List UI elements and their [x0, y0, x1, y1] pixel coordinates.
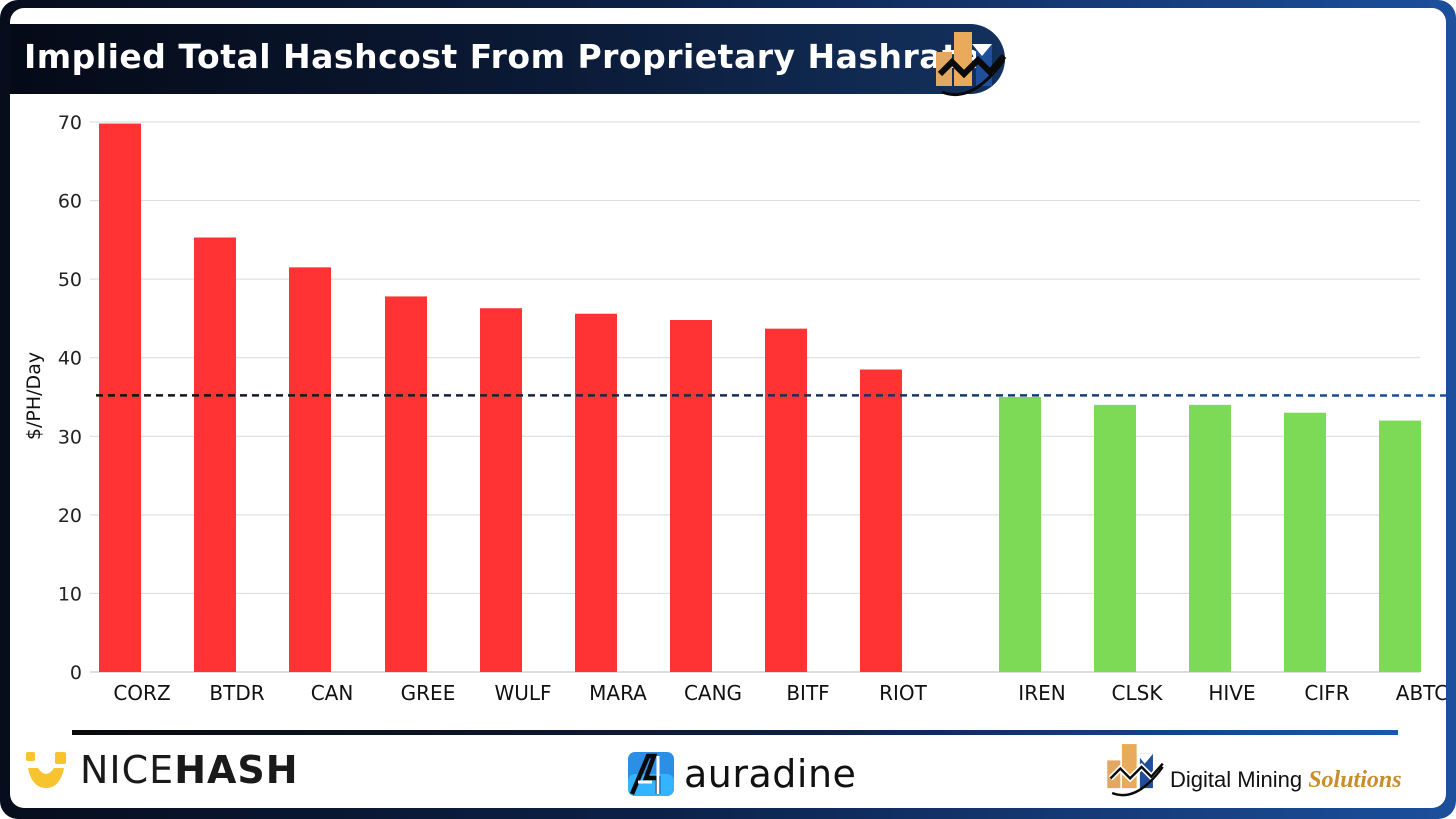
chart-title: Implied Total Hashcost From Proprietary …	[24, 37, 982, 76]
bar-bitf	[765, 328, 807, 672]
bars	[99, 123, 1421, 673]
y-tick-label: 70	[58, 112, 82, 134]
y-tick-label: 20	[58, 505, 82, 527]
dms-wordmark: Digital Mining Solutions	[1170, 766, 1402, 793]
bar-cang	[670, 320, 712, 672]
y-tick-label: 60	[58, 191, 82, 213]
y-tick-label: 0	[70, 662, 82, 684]
x-tick-label: RIOT	[879, 681, 928, 705]
x-tick-label: HIVE	[1208, 681, 1255, 705]
y-tick-label: 10	[58, 583, 82, 605]
bar-iren	[999, 397, 1041, 672]
nicehash-logo: NICEHASH	[24, 748, 299, 792]
x-tick-label: CORZ	[113, 681, 170, 705]
bar-clsk	[1094, 404, 1136, 672]
x-tick-label: BTDR	[209, 681, 264, 705]
x-tick-label: BITF	[786, 681, 829, 705]
y-axis-ticks: 0 10 20 30 40 50 60 70	[58, 112, 82, 684]
x-axis-ticks: CORZ BTDR CAN GREE WULF MARA CANG BITF RIOT IREN C…	[113, 681, 1446, 705]
x-tick-label: IREN	[1018, 681, 1065, 705]
auradine-wordmark: auradine	[684, 752, 857, 796]
dms-logo-icon	[936, 32, 1007, 97]
chart-panel: Implied Total Hashcost From Proprietary …	[10, 8, 1446, 808]
x-tick-label: ABTC	[1396, 681, 1446, 705]
bar-wulf	[480, 308, 522, 672]
y-tick-label: 30	[58, 426, 82, 448]
x-tick-label: GREE	[401, 681, 456, 705]
bar-abtc	[1379, 420, 1421, 672]
nicehash-icon	[26, 752, 66, 788]
footer-divider	[72, 730, 1398, 735]
x-tick-label: CIFR	[1304, 681, 1349, 705]
y-axis-label: $/PH/Day	[23, 352, 45, 440]
y-tick-label: 50	[58, 269, 82, 291]
bar-cifr	[1284, 412, 1326, 672]
bar-riot	[860, 369, 902, 672]
dms-footer-icon	[1107, 744, 1165, 797]
bar-mara	[575, 313, 617, 672]
y-tick-label: 40	[58, 348, 82, 370]
x-tick-label: MARA	[589, 681, 647, 705]
x-tick-label: CAN	[311, 681, 354, 705]
title-banner: Implied Total Hashcost From Proprietary …	[10, 24, 1007, 97]
x-tick-label: CANG	[684, 681, 742, 705]
x-tick-label: WULF	[494, 681, 551, 705]
bar-btdr	[194, 237, 236, 672]
bar-corz	[99, 123, 141, 673]
bar-gree	[385, 296, 427, 672]
digital-mining-solutions-logo: Digital Mining Solutions	[1104, 742, 1402, 800]
nicehash-wordmark: NICEHASH	[80, 748, 299, 792]
bar-can	[289, 267, 331, 672]
x-tick-label: CLSK	[1112, 681, 1164, 705]
bar-hive	[1189, 404, 1231, 672]
auradine-logo: auradine	[628, 750, 856, 798]
auradine-icon	[628, 752, 674, 796]
